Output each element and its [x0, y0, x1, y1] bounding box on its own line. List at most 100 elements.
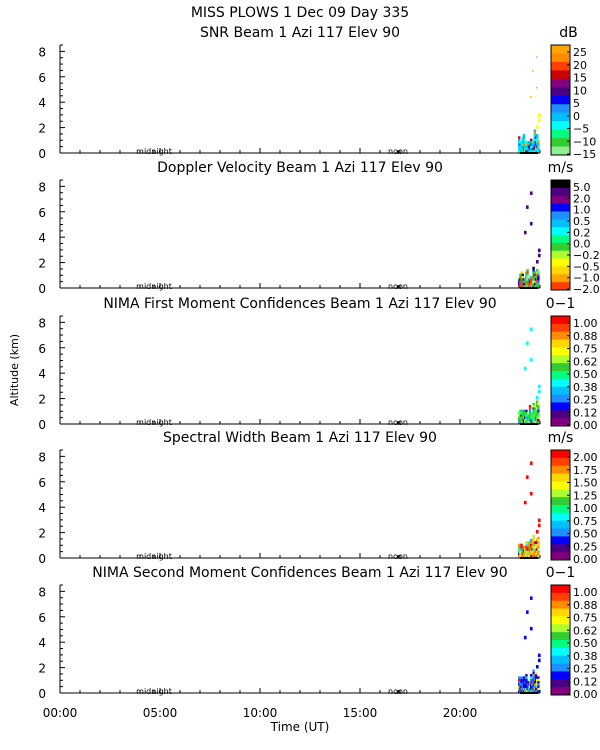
- panel-title: NIMA Second Moment Confidences Beam 1 Az…: [92, 565, 507, 581]
- echo-data: [518, 327, 541, 425]
- echo-cell: [532, 405, 535, 408]
- echo-cell: [532, 266, 535, 270]
- colorbar-label: −2.0: [573, 283, 600, 296]
- colorbar-swatch: [551, 410, 570, 419]
- colorbar-swatch: [551, 53, 570, 63]
- echo-cell: [525, 411, 528, 415]
- echo-cell: [522, 545, 526, 549]
- echo-cell: [530, 461, 533, 465]
- echo-cell: [526, 271, 529, 274]
- echo-cell: [533, 131, 536, 135]
- echo-cell: [532, 671, 535, 675]
- echo-cell: [527, 278, 530, 281]
- echo-cell: [528, 405, 532, 408]
- colorbar-label: 0.25: [573, 540, 598, 553]
- colorbar-swatch: [551, 347, 570, 356]
- colorbar-frame: [550, 315, 571, 427]
- echo-cell: [538, 389, 541, 394]
- colorbar-label: 0.00: [573, 419, 598, 432]
- echo-cell: [530, 138, 533, 142]
- x-tick-label: 05:00: [143, 706, 178, 720]
- colorbar-label: 20: [573, 59, 587, 72]
- echo-baseline: [520, 423, 538, 425]
- colorbar-swatch: [551, 450, 570, 459]
- y-tick-label: 6: [38, 71, 46, 85]
- echo-cell: [534, 671, 538, 675]
- y-tick-label: 8: [38, 450, 46, 464]
- colorbar-label: 0.50: [573, 528, 598, 541]
- colorbar-label: 0.88: [573, 599, 598, 612]
- colorbar-label: 0.2: [573, 226, 591, 239]
- colorbar-swatch: [551, 473, 570, 482]
- x-tick-label: 15:00: [343, 706, 378, 720]
- echo-cell: [522, 678, 526, 682]
- colorbar-swatch: [551, 355, 570, 364]
- colorbar-label: 5: [573, 97, 580, 110]
- colorbar-label: 0.25: [573, 663, 598, 676]
- echo-cell: [532, 539, 535, 542]
- echo-cell: [537, 418, 540, 422]
- echo-cell: [538, 118, 541, 123]
- echo-cell: [520, 548, 523, 551]
- echo-cell: [538, 523, 541, 528]
- echo-cell: [526, 205, 529, 209]
- echo-cell: [530, 357, 533, 362]
- colorbar-swatch: [551, 250, 570, 260]
- echo-cell: [536, 56, 538, 58]
- colorbar-swatch: [551, 219, 570, 228]
- colorbar-label: 0.00: [573, 553, 598, 566]
- echo-cell: [524, 230, 527, 235]
- echo-cell: [536, 86, 538, 89]
- echo-cell: [537, 285, 540, 288]
- echo-cell: [518, 680, 521, 684]
- echo-cell: [532, 534, 535, 537]
- colorbar-label: 2.00: [573, 451, 598, 464]
- x-tick-label: 00:00: [43, 706, 78, 720]
- echo-cell: [537, 536, 540, 540]
- colorbar-swatch: [551, 45, 570, 54]
- colorbar-label: 15: [573, 72, 587, 85]
- colorbar-swatch: [551, 457, 570, 467]
- echo-cell: [537, 541, 540, 544]
- colorbar-swatch: [551, 640, 570, 649]
- echo-cell: [537, 273, 540, 277]
- colorbar-swatch: [551, 616, 570, 625]
- panel-title: Spectral Width Beam 1 Azi 117 Elev 90: [163, 430, 437, 446]
- echo-cell: [538, 384, 541, 389]
- echo-cell: [527, 543, 530, 547]
- echo-cell: [530, 541, 533, 544]
- echo-cell: [534, 674, 538, 677]
- echo-cell: [525, 414, 528, 417]
- echo-cell: [518, 136, 521, 139]
- panel-5: NIMA Second Moment Confidences Beam 1 Az…: [38, 565, 597, 701]
- echo-cell: [522, 138, 526, 142]
- echo-cell: [530, 140, 533, 144]
- echo-cell: [525, 543, 528, 547]
- colorbar-swatch: [551, 418, 570, 427]
- echo-cell: [520, 678, 523, 682]
- echo-cell: [537, 143, 540, 146]
- x-tick-label: 10:00: [243, 706, 278, 720]
- echo-cell: [526, 341, 529, 345]
- colorbar-label: 0.5: [573, 215, 591, 228]
- colorbar-swatch: [551, 282, 570, 291]
- colorbar-swatch: [551, 600, 570, 610]
- colorbar-label: −0.5: [573, 260, 600, 273]
- colorbar-swatch: [551, 203, 570, 212]
- y-tick-label: 4: [38, 231, 46, 245]
- echo-cell: [532, 536, 535, 540]
- colorbar-swatch: [551, 363, 570, 372]
- colorbar-swatch: [551, 70, 570, 80]
- colorbar-swatch: [551, 489, 570, 498]
- panel-1: SNR Beam 1 Azi 117 Elev 90 dB 0 2 4 6 8 midnigh…: [38, 25, 596, 161]
- echo-cell: [537, 678, 540, 682]
- echo-cell: [536, 400, 539, 403]
- marker-label-midnight: midnight: [136, 418, 172, 427]
- colorbar-swatch: [551, 520, 570, 530]
- echo-cell: [526, 269, 529, 272]
- colorbar-swatch: [551, 211, 570, 220]
- echo-cell: [527, 140, 530, 144]
- echo-cell: [533, 129, 536, 132]
- echo-cell: [538, 658, 541, 663]
